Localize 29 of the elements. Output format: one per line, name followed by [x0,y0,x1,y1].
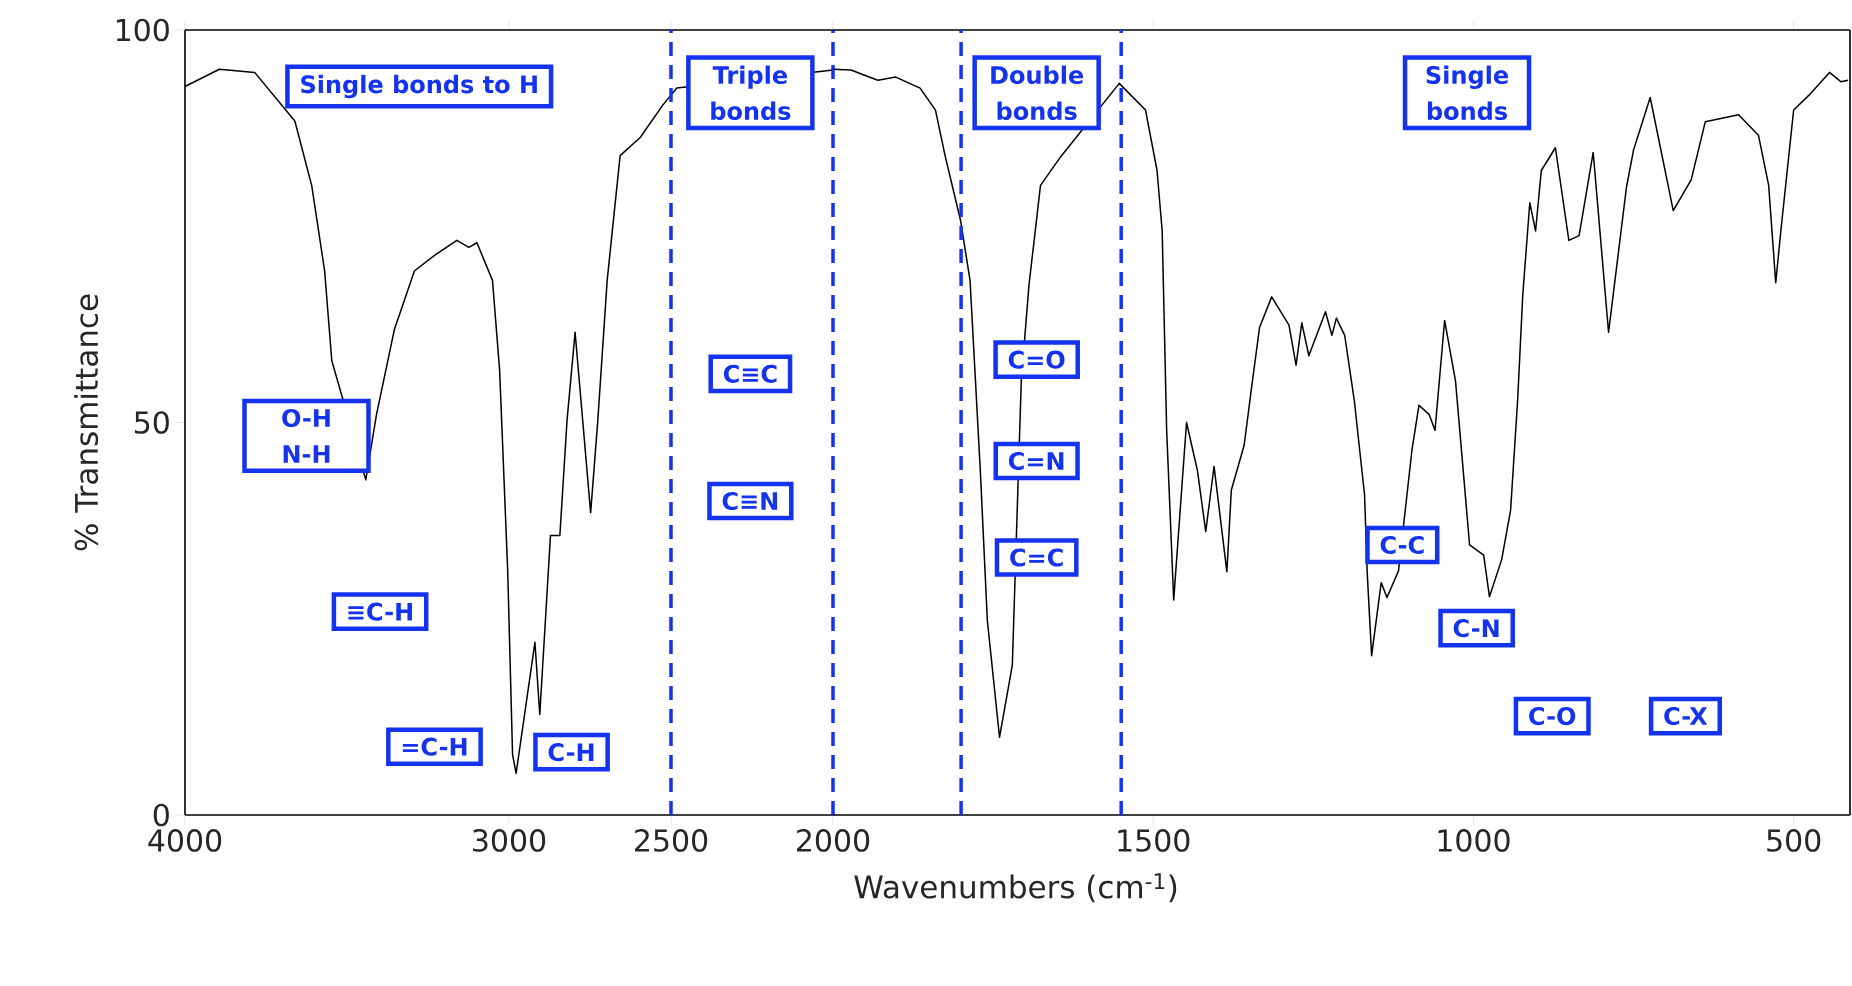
y-tick-label: 0 [153,803,169,827]
annotation: O-H N-H [282,408,330,463]
y-axis-title: % Transmittance [74,294,99,551]
x-tick-label: 500 [1767,829,1821,852]
annotation: Single bonds [1426,65,1509,121]
x-tick-label: 3000 [473,829,546,852]
annotation: C-C [1380,535,1424,555]
annotation: ≡C-H [348,602,412,621]
annotation: Double bonds [991,65,1084,121]
x-tick-label: 2000 [797,829,870,852]
x-axis-title: Wavenumbers (cm$^{-1}$) [854,873,1177,903]
annotation: C-N [1453,619,1499,638]
annotation: =C-H [402,737,467,756]
y-tick-label: 100 [116,18,169,42]
annotation: C≡C [723,364,777,383]
annotation: C≡N [722,491,778,511]
x-tick-label: 1500 [1118,829,1190,852]
annotation: Single bonds to H [301,74,537,99]
annotation: C=C [1010,548,1063,567]
y-tick-label: 50 [135,411,169,434]
annotation: C=O [1008,350,1065,369]
annotation: C=N [1008,451,1064,471]
annotation: C-O [1529,707,1576,726]
annotation: C-H [548,743,594,762]
annotation: Triple bonds [711,65,791,121]
x-tick-label: 4000 [148,829,222,852]
x-tick-label: 1000 [1438,829,1510,852]
x-tick-label: 2500 [635,829,708,852]
annotation: C-X [1664,707,1708,726]
